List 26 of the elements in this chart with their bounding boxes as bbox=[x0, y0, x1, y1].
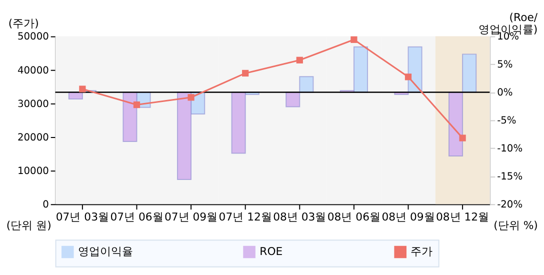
y-tick-label: 0 bbox=[42, 200, 49, 211]
y2-tick-label: 5% bbox=[497, 60, 513, 71]
y-tick-label: 20000 bbox=[17, 132, 49, 144]
legend-label: 영업이익율 bbox=[78, 244, 133, 258]
text: (단위 %) bbox=[494, 218, 538, 232]
y-tick-label: 50000 bbox=[17, 32, 49, 43]
x-tick-label: 07년 09월 bbox=[164, 210, 218, 224]
x-tick-label: 07년 12월 bbox=[218, 210, 272, 224]
y-tick-label: 10000 bbox=[17, 166, 49, 178]
legend-label: ROE bbox=[260, 244, 283, 258]
y2-tick-label: 0% bbox=[497, 88, 513, 99]
y2-tick-label: -15% bbox=[497, 172, 523, 183]
x-tick-label: 07년 03월 bbox=[56, 210, 109, 224]
y-tick-label: 40000 bbox=[17, 65, 49, 76]
y-axis-title: (주가) bbox=[8, 16, 39, 30]
y2-tick-label: -10% bbox=[497, 144, 523, 155]
text: (단위 원) bbox=[6, 218, 52, 232]
x-tick-label: 07년 06월 bbox=[110, 210, 164, 224]
x-tick-label: 08년 12월 bbox=[436, 210, 490, 224]
y2-tick-label: -20% bbox=[497, 200, 523, 211]
y-tick-label: 30000 bbox=[17, 98, 49, 110]
x-tick-label: 08년 03월 bbox=[273, 210, 326, 224]
legend-label: 주가 bbox=[410, 244, 433, 258]
x-tick-label: 08년 09월 bbox=[382, 210, 435, 224]
x-tick-label: 08년 06월 bbox=[327, 210, 380, 224]
y2-tick-label: -5% bbox=[497, 116, 516, 127]
